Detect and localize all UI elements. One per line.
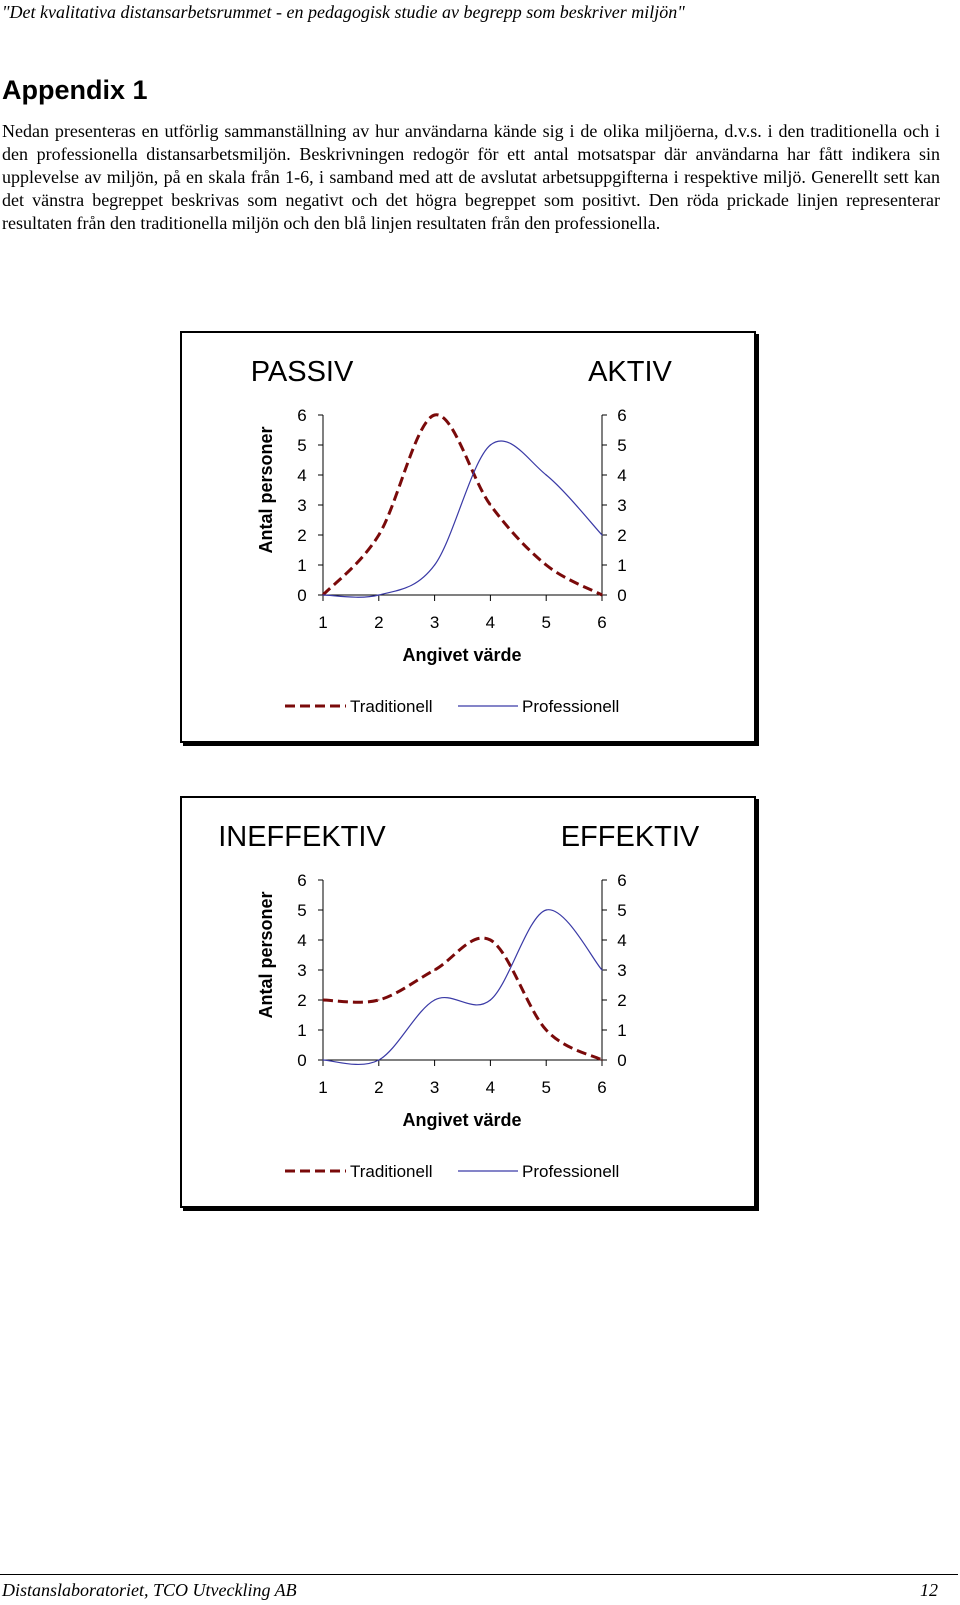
chart-x-tick-label: 1 xyxy=(318,613,327,632)
chart-y-tick-label-right: 5 xyxy=(617,436,626,455)
chart-y-tick-label-right: 0 xyxy=(617,586,626,605)
chart-data-point-professionell xyxy=(434,999,436,1001)
chart-x-tick-label: 3 xyxy=(430,1078,439,1097)
chart-data-point-traditionell xyxy=(601,594,603,596)
chart-data-point-traditionell xyxy=(601,1059,603,1061)
chart-y-tick-label-right: 5 xyxy=(617,901,626,920)
chart-y-tick-label-left: 3 xyxy=(297,961,306,980)
chart-y-tick-label-left: 1 xyxy=(297,1021,306,1040)
chart-data-point-professionell xyxy=(434,564,436,566)
chart-series-line-professionell xyxy=(322,909,603,1065)
chart-data-point-professionell xyxy=(378,1059,380,1061)
chart-data-point-traditionell xyxy=(489,504,491,506)
appendix-heading: Appendix 1 xyxy=(2,75,148,105)
chart-y-tick-label-left: 5 xyxy=(297,436,306,455)
chart-y-tick-label-left: 2 xyxy=(297,526,306,545)
chart-x-tick-label: 1 xyxy=(318,1078,327,1097)
legend-label-traditionell: Traditionell xyxy=(350,697,433,716)
footer-organization: Distanslaboratoriet, TCO Utveckling AB xyxy=(2,1580,297,1600)
chart-data-point-professionell xyxy=(322,594,324,596)
chart-y-tick-label-left: 4 xyxy=(297,931,306,950)
chart-y-tick-label-left: 3 xyxy=(297,496,306,515)
chart-x-tick-label: 6 xyxy=(597,613,606,632)
chart-data-point-professionell xyxy=(601,534,603,536)
chart-left-title: INEFFEKTIV xyxy=(218,821,386,853)
footer-divider xyxy=(0,1574,958,1575)
legend-label-traditionell: Traditionell xyxy=(350,1162,433,1181)
chart-data-point-traditionell xyxy=(434,414,436,416)
chart-y-tick-label-left: 6 xyxy=(297,406,306,425)
chart-data-point-professionell xyxy=(489,999,491,1001)
chart-y-tick-label-left: 2 xyxy=(297,991,306,1010)
chart-x-tick-label: 4 xyxy=(486,1078,495,1097)
chart-y-tick-label-right: 1 xyxy=(617,556,626,575)
chart-data-point-traditionell xyxy=(322,999,324,1001)
running-header-title: "Det kvalitativa distansarbetsrummet - e… xyxy=(2,2,685,22)
chart-data-point-professionell xyxy=(545,474,547,476)
intro-paragraph: Nedan presenteras en utförlig sammanstäl… xyxy=(2,121,940,233)
chart-y-tick-label-left: 1 xyxy=(297,556,306,575)
chart-y-axis-label: Antal personer xyxy=(256,426,276,553)
chart-y-tick-label-left: 0 xyxy=(297,1051,306,1070)
chart-y-tick-label-right: 3 xyxy=(617,961,626,980)
chart-passiv-aktiv: PASSIV AKTIV Antal personer 0 0 1 1 2 2 3 3 4 4 5 5 6 6 1… xyxy=(180,331,756,743)
chart-x-tick-label: 5 xyxy=(541,1078,550,1097)
chart-x-tick-label: 2 xyxy=(374,1078,383,1097)
chart-right-title: EFFEKTIV xyxy=(561,821,700,853)
chart-right-title: AKTIV xyxy=(588,356,672,388)
chart-x-axis-label: Angivet värde xyxy=(402,1110,521,1130)
chart-y-tick-label-right: 6 xyxy=(617,871,626,890)
chart-data-point-traditionell xyxy=(545,1029,547,1031)
chart-data-point-professionell xyxy=(601,969,603,971)
chart-y-tick-label-right: 2 xyxy=(617,991,626,1010)
chart-ineffektiv-effektiv: INEFFEKTIV EFFEKTIV Antal personer 0 0 1 1 2 2 3 3… xyxy=(180,796,756,1208)
chart-data-point-professionell xyxy=(378,594,380,596)
chart-y-tick-label-right: 2 xyxy=(617,526,626,545)
footer-page-number: 12 xyxy=(920,1580,938,1600)
chart-series-line-traditionell xyxy=(322,936,603,1062)
chart-y-tick-label-left: 4 xyxy=(297,466,306,485)
chart-data-point-traditionell xyxy=(378,534,380,536)
chart-data-point-traditionell xyxy=(489,939,491,941)
chart-y-tick-label-right: 0 xyxy=(617,1051,626,1070)
chart-data-point-traditionell xyxy=(434,969,436,971)
chart-data-point-professionell xyxy=(322,1059,324,1061)
chart-x-tick-label: 5 xyxy=(541,613,550,632)
chart-y-axis-label: Antal personer xyxy=(256,891,276,1018)
chart-y-tick-label-right: 1 xyxy=(617,1021,626,1040)
chart-x-tick-label: 6 xyxy=(597,1078,606,1097)
legend-label-professionell: Professionell xyxy=(522,697,619,716)
chart-data-point-professionell xyxy=(489,444,491,446)
chart-x-tick-label: 3 xyxy=(430,613,439,632)
chart-data-point-traditionell xyxy=(545,564,547,566)
chart-left-title: PASSIV xyxy=(251,356,354,388)
legend-label-professionell: Professionell xyxy=(522,1162,619,1181)
chart-y-tick-label-right: 4 xyxy=(617,931,626,950)
chart-y-tick-label-left: 6 xyxy=(297,871,306,890)
chart-series-line-traditionell xyxy=(321,413,603,597)
chart-y-tick-label-right: 3 xyxy=(617,496,626,515)
chart-x-tick-label: 4 xyxy=(486,613,495,632)
chart-y-tick-label-left: 0 xyxy=(297,586,306,605)
chart-x-tick-label: 2 xyxy=(374,613,383,632)
chart-data-point-professionell xyxy=(545,909,547,911)
chart-y-tick-label-right: 4 xyxy=(617,466,626,485)
chart-y-tick-label-right: 6 xyxy=(617,406,626,425)
chart-x-axis-label: Angivet värde xyxy=(402,645,521,665)
chart-data-point-traditionell xyxy=(378,999,380,1001)
chart-y-tick-label-left: 5 xyxy=(297,901,306,920)
